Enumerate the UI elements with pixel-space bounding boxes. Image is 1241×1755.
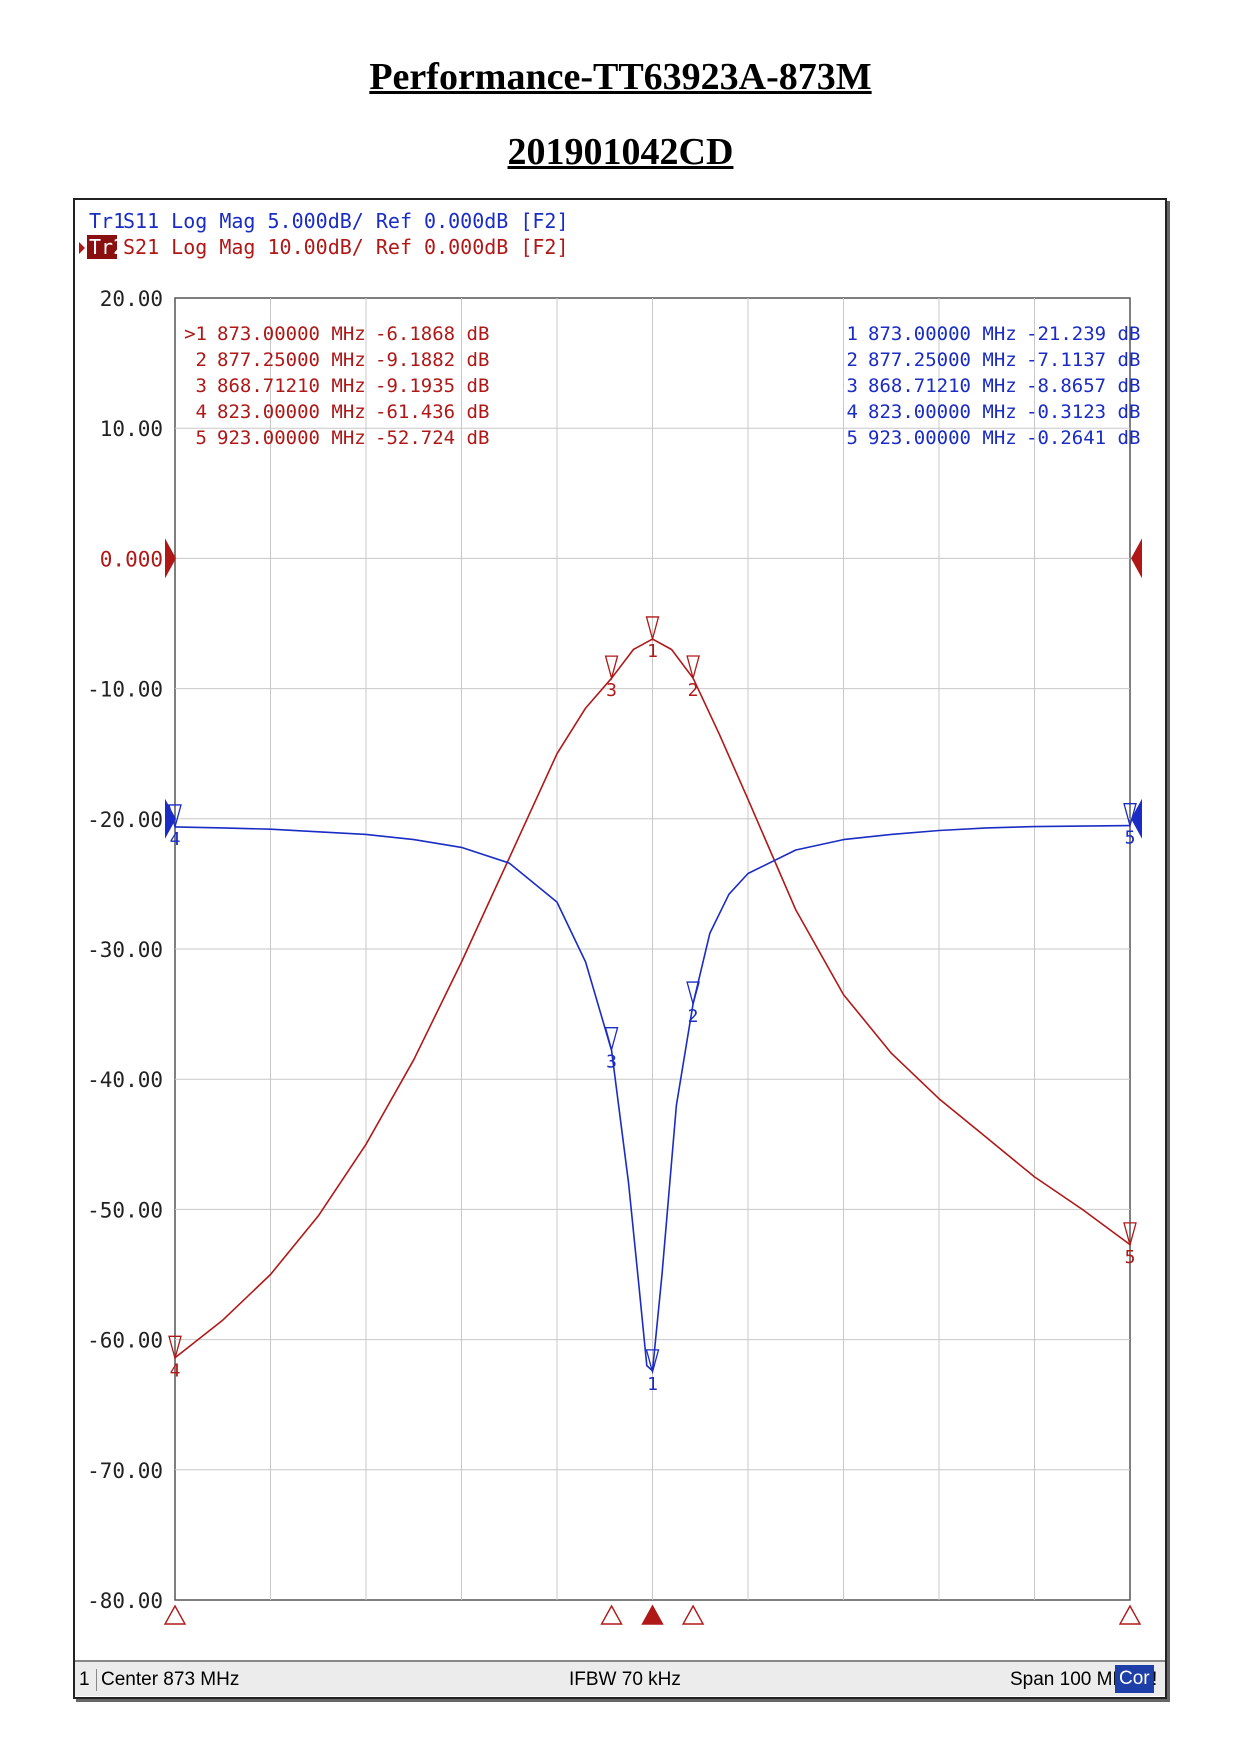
stimulus-marker-5-icon <box>1118 1604 1142 1625</box>
marker-s21-2-icon <box>686 655 700 681</box>
marker-table-id: 4 <box>196 401 207 423</box>
analyzer-window: 20.00 10.00 0.000 -10.00 -20.00 -30.00 -40.00 -… <box>73 198 1167 1699</box>
marker-s21-label: 2 <box>688 680 699 701</box>
marker-table-id: 2 <box>847 349 858 371</box>
marker-s21-label: 1 <box>647 641 658 662</box>
marker-table-id: 2 <box>196 349 207 371</box>
marker-s21-4-icon <box>168 1335 182 1361</box>
marker-table-freq: 868.71210 MHz <box>217 375 366 397</box>
marker-s11-label: 2 <box>688 1006 699 1027</box>
s21-ref-arrow-left-icon <box>165 538 176 579</box>
marker-table-value: -9.1882 dB <box>375 349 489 371</box>
marker-table-value: -0.3123 dB <box>1026 401 1140 423</box>
y-tick-label: -60.00 <box>87 1329 163 1353</box>
stimulus-marker-3-icon <box>600 1604 623 1625</box>
marker-table-id: 1 <box>847 323 858 345</box>
y-tick-label: -30.00 <box>87 938 163 962</box>
y-tick-label: -70.00 <box>87 1459 163 1483</box>
marker-table-freq: 873.00000 MHz <box>868 323 1017 345</box>
marker-s21-label: 3 <box>606 680 617 701</box>
marker-s11-3-icon <box>604 1027 619 1053</box>
marker-table-id: 5 <box>847 427 858 449</box>
y-tick-label: -20.00 <box>87 808 163 832</box>
status-bar: 1 Center 873 MHz IFBW 70 kHz Span 100 MH… <box>75 1660 1165 1696</box>
y-tick-label: -40.00 <box>87 1068 163 1092</box>
marker-s11-label: 4 <box>170 829 181 850</box>
marker-table-value: -7.1137 dB <box>1026 349 1140 371</box>
page-title: Performance-TT63923A-873M <box>369 56 872 98</box>
marker-s21-5-icon <box>1123 1222 1137 1248</box>
marker-s21-label: 4 <box>170 1360 181 1381</box>
y-tick-label: -50.00 <box>87 1198 163 1222</box>
channel-number[interactable]: 1 <box>79 1669 97 1691</box>
chart-area[interactable]: 20.00 10.00 0.000 -10.00 -20.00 -30.00 -40.00 -… <box>75 200 1165 1660</box>
trace-header-text: S11 Log Mag 5.000dB/ Ref 0.000dB [F2] <box>123 209 569 233</box>
marker-table-id: 5 <box>196 427 207 449</box>
center-frequency[interactable]: Center 873 MHz <box>101 1669 240 1690</box>
y-tick-label: 20.00 <box>100 287 163 311</box>
marker-table-freq: 877.25000 MHz <box>868 349 1017 371</box>
marker-table-value: -52.724 dB <box>375 427 489 449</box>
y-tick-label: -10.00 <box>87 678 163 702</box>
marker-table-freq: 923.00000 MHz <box>217 427 366 449</box>
marker-table-id: >1 <box>184 323 207 345</box>
active-trace-arrow-icon <box>79 242 85 254</box>
s11-ref-arrow-left-icon <box>165 798 176 839</box>
trace-header-id: Tr2 <box>89 235 125 259</box>
marker-table-freq: 923.00000 MHz <box>868 427 1017 449</box>
marker-table-value: -21.239 dB <box>1026 323 1140 345</box>
marker-table-freq: 868.71210 MHz <box>868 375 1017 397</box>
y-tick-label: 0.000 <box>100 547 163 571</box>
stimulus-marker-4-icon <box>163 1604 187 1625</box>
marker-table-id: 4 <box>847 401 858 423</box>
marker-s11-label: 3 <box>606 1052 617 1073</box>
marker-table-id: 3 <box>847 375 858 397</box>
marker-s11-1-icon <box>645 1349 660 1375</box>
marker-s21-label: 5 <box>1125 1247 1136 1268</box>
marker-s11-label: 5 <box>1125 828 1136 849</box>
stimulus-marker-2-icon <box>681 1604 705 1625</box>
marker-table-value: -0.2641 dB <box>1026 427 1140 449</box>
marker-s11-5-icon <box>1123 803 1137 829</box>
marker-s11-label: 1 <box>647 1374 658 1395</box>
warning-indicator: ! <box>1152 1669 1158 1690</box>
ifbw-readout[interactable]: IFBW 70 kHz <box>569 1669 681 1690</box>
marker-table-value: -6.1868 dB <box>375 323 489 345</box>
y-tick-label: 10.00 <box>100 417 163 441</box>
marker-s11-4-icon <box>168 804 182 830</box>
marker-table-freq: 873.00000 MHz <box>217 323 366 345</box>
marker-s11-2-icon <box>686 981 700 1007</box>
marker-s21-1-icon <box>645 616 660 642</box>
marker-table-freq: 877.25000 MHz <box>217 349 366 371</box>
span-readout[interactable]: Span 100 MHz <box>1010 1669 1136 1690</box>
marker-table-value: -9.1935 dB <box>375 375 489 397</box>
marker-table-id: 3 <box>196 375 207 397</box>
marker-table-value: -61.436 dB <box>375 401 489 423</box>
marker-s21-3-icon <box>604 655 619 681</box>
marker-table-freq: 823.00000 MHz <box>868 401 1017 423</box>
page-subtitle: 201901042CD <box>507 131 734 173</box>
correction-badge[interactable]: Cor <box>1115 1665 1154 1693</box>
marker-table-value: -8.8657 dB <box>1026 375 1140 397</box>
trace-header-text: S21 Log Mag 10.00dB/ Ref 0.000dB [F2] <box>123 235 569 259</box>
trace-header-id: Tr1 <box>89 209 125 233</box>
y-tick-label: -80.00 <box>87 1589 163 1613</box>
s11-ref-arrow-right-icon <box>1131 798 1142 839</box>
stimulus-marker-1-icon <box>641 1604 664 1625</box>
active-trace-badge <box>87 235 117 259</box>
s21-ref-arrow-right-icon <box>1131 538 1142 579</box>
marker-table-freq: 823.00000 MHz <box>217 401 366 423</box>
